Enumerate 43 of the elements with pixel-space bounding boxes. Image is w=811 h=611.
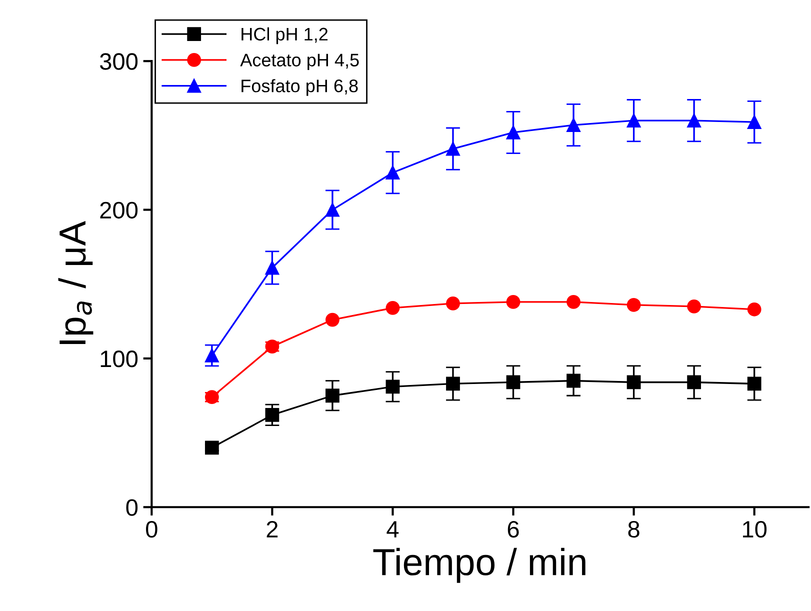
point <box>506 295 520 309</box>
point <box>506 375 520 390</box>
point <box>326 312 340 327</box>
point <box>687 114 702 128</box>
x-tick-label: 10 <box>742 520 767 538</box>
point <box>326 202 340 217</box>
point <box>506 126 520 140</box>
point <box>386 380 400 394</box>
legend-label: HCl pH 1,2 <box>242 27 328 44</box>
point <box>626 298 641 312</box>
y-tick-label: 200 <box>100 202 138 219</box>
x-tick-label: 2 <box>266 520 278 538</box>
point <box>566 118 580 132</box>
point <box>204 440 219 455</box>
x-tick-label: 0 <box>146 520 158 538</box>
point <box>626 375 641 390</box>
point <box>566 295 580 309</box>
point <box>386 166 400 180</box>
point <box>687 299 702 314</box>
y-axis-title: Ip$_{a}$ / μA <box>58 220 94 344</box>
y-tick-label: 100 <box>100 350 138 368</box>
point <box>326 388 340 403</box>
point <box>687 375 702 390</box>
legend-label: Acetato pH 4,5 <box>240 54 359 70</box>
point <box>265 408 280 422</box>
point <box>446 296 460 310</box>
point <box>747 376 762 391</box>
x-tick-label: 8 <box>628 520 640 538</box>
point <box>626 114 641 128</box>
legend-label: Fosfato pH 6,8 <box>242 79 358 96</box>
point <box>747 302 762 316</box>
x-tick-label: 6 <box>508 520 519 538</box>
y-tick-label: 300 <box>100 53 138 70</box>
x-axis-title: Tiempo / min <box>373 548 586 583</box>
point <box>446 376 460 391</box>
point <box>386 300 400 315</box>
point <box>446 142 460 156</box>
point <box>265 260 280 275</box>
point <box>204 348 219 362</box>
point <box>747 115 762 129</box>
y-tick-label: 0 <box>126 499 138 516</box>
x-tick-label: 4 <box>386 521 399 538</box>
point <box>566 374 580 388</box>
